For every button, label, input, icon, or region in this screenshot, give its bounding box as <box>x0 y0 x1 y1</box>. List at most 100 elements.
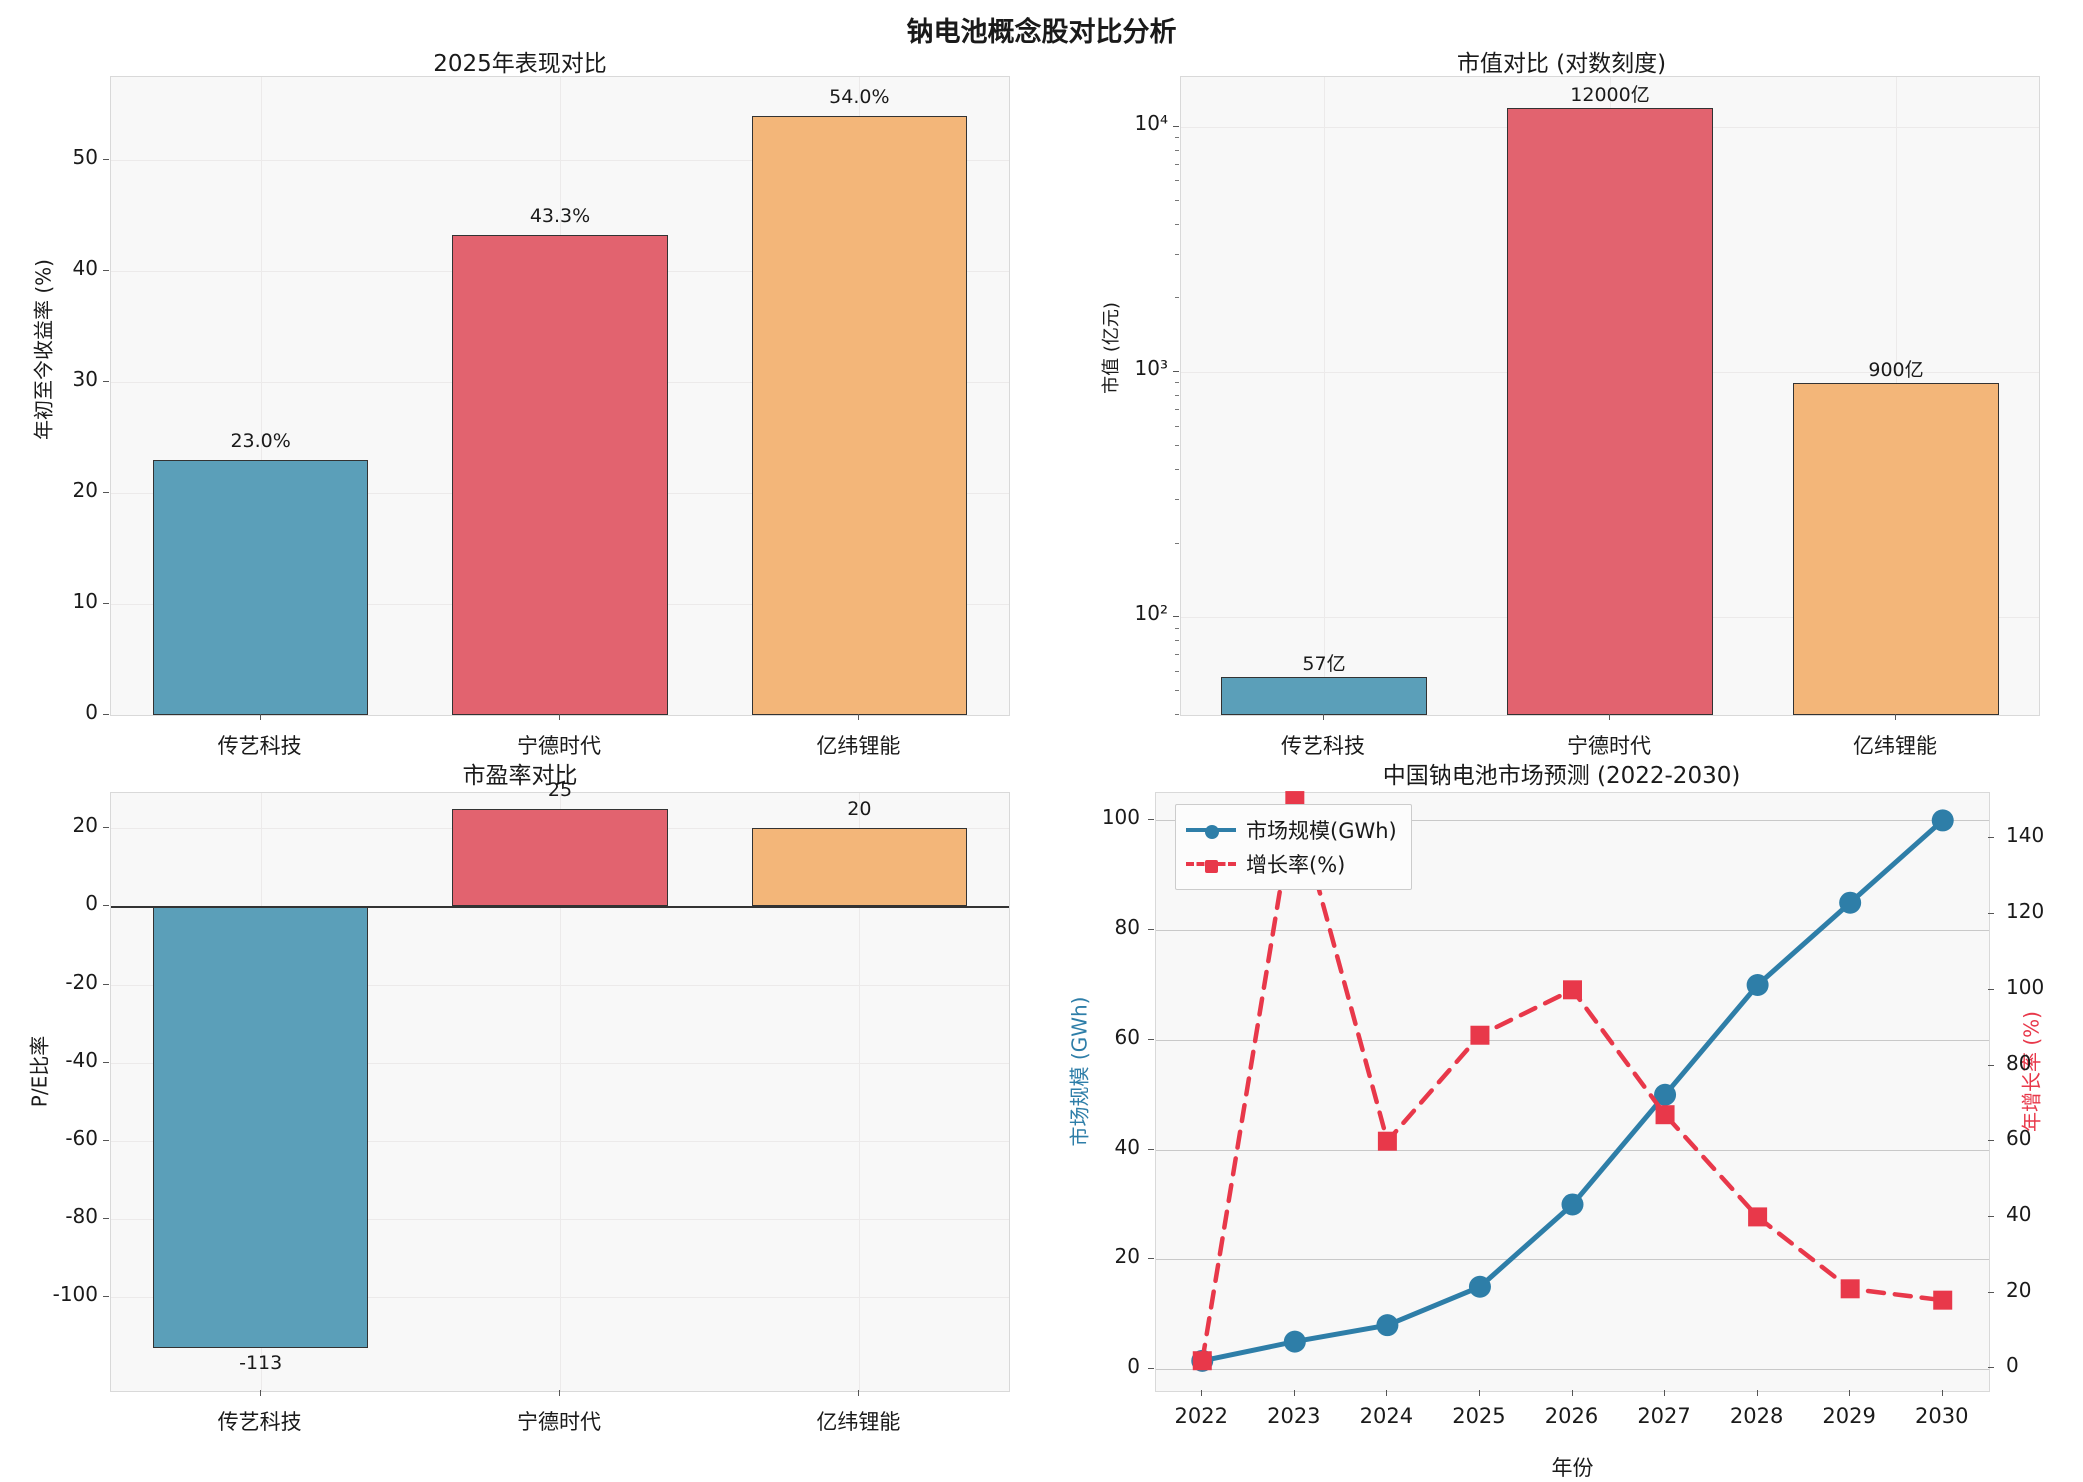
panel-market-forecast-plot <box>1155 791 1990 1392</box>
market-size-line-swatch <box>1186 825 1236 839</box>
y-tick-mark <box>103 159 109 161</box>
y-tick-mark <box>103 983 109 985</box>
panel-ytd-return-title: 2025年表现对比 <box>433 51 607 77</box>
y-tick-mark <box>103 905 109 907</box>
growth-rate-point[interactable] <box>1655 1105 1675 1125</box>
y-tick-label: 20 <box>72 478 98 503</box>
y-tick-label-right: 40 <box>2006 1201 2032 1226</box>
x-tick-label: 2023 <box>1267 1404 1321 1428</box>
gridline <box>1156 1369 1989 1371</box>
legend-item-market-size[interactable]: 市场规模(GWh) <box>1186 813 1397 847</box>
x-tick-label: 宁德时代 <box>517 1410 601 1434</box>
y-tick-label-right: 0 <box>2006 1353 2019 1378</box>
circle-marker-icon <box>1205 825 1219 839</box>
y-tick-label: 20 <box>72 813 98 838</box>
x-tick-label: 2025 <box>1452 1404 1506 1428</box>
y-minor-tick <box>1175 137 1179 139</box>
x-tick-mark <box>259 714 261 720</box>
x-tick-mark <box>1293 1390 1295 1396</box>
market-size-point[interactable] <box>1931 809 1954 832</box>
x-tick-mark <box>259 1390 261 1396</box>
gridline <box>1156 1039 1989 1041</box>
y-tick-mark <box>103 1296 109 1298</box>
legend[interactable]: 市场规模(GWh) 增长率(%) <box>1175 804 1412 890</box>
bar-value-label: 20 <box>847 798 872 821</box>
bar <box>751 115 968 715</box>
y-tick-label: -20 <box>65 969 98 994</box>
y-tick-mark <box>1173 616 1179 618</box>
gridline <box>1156 1149 1989 1151</box>
bar-value-label: 43.3% <box>529 204 591 227</box>
x-tick-label: 2027 <box>1637 1404 1691 1428</box>
x-tick-mark <box>1323 714 1324 720</box>
market-size-point[interactable] <box>1561 1193 1584 1216</box>
x-tick-label: 宁德时代 <box>517 734 601 758</box>
x-tick-mark <box>858 1390 860 1396</box>
x-tick-mark <box>1571 1390 1573 1396</box>
market-size-point[interactable] <box>1283 1330 1306 1353</box>
growth-rate-point[interactable] <box>1933 1290 1953 1310</box>
y-minor-tick <box>1175 199 1179 201</box>
growth-rate-point[interactable] <box>1377 1131 1397 1151</box>
panel-pe-ratio-title: 市盈率对比 <box>462 763 578 789</box>
gridline <box>1156 1259 1989 1261</box>
growth-rate-point[interactable] <box>1192 1351 1212 1371</box>
y-minor-tick <box>1175 654 1179 656</box>
y-tick-label: 10² <box>1134 601 1168 626</box>
y-tick-mark-left <box>1148 1148 1154 1150</box>
x-tick-label: 2029 <box>1822 1404 1876 1428</box>
panel-pe-ratio: 市盈率对比 P/E比率 -113 25 20 20 0 -20 -40 -60 -80 -100… <box>0 752 1040 1479</box>
y-tick-label-left: 20 <box>1114 1244 1140 1269</box>
legend-item-growth-rate[interactable]: 增长率(%) <box>1186 847 1397 881</box>
y-minor-tick <box>1175 425 1179 427</box>
y-tick-mark <box>103 1218 109 1220</box>
y-minor-tick <box>1175 409 1179 411</box>
x-tick-label: 亿纬锂能 <box>816 1410 901 1434</box>
x-tick-label: 亿纬锂能 <box>1853 734 1937 758</box>
y-tick-mark-right <box>1988 1140 1994 1142</box>
y-minor-tick <box>1175 445 1179 447</box>
x-tick-label: 2024 <box>1359 1404 1414 1428</box>
market-size-point[interactable] <box>1654 1083 1677 1106</box>
gridline <box>560 793 561 1391</box>
growth-rate-point[interactable] <box>1470 1025 1490 1045</box>
market-size-line <box>1199 817 1946 1364</box>
y-minor-tick <box>1175 542 1179 544</box>
y-tick-mark <box>103 603 109 605</box>
y-tick-label: 0 <box>85 891 98 916</box>
y-tick-mark <box>103 381 109 383</box>
bar-value-label: 25 <box>547 778 573 801</box>
y-tick-mark-left <box>1148 819 1154 821</box>
growth-rate-point[interactable] <box>1563 980 1582 1000</box>
y-tick-label-left: 100 <box>1101 805 1140 830</box>
y-minor-tick <box>1175 254 1179 256</box>
y-tick-mark <box>1173 371 1179 373</box>
y-tick-label-right: 80 <box>2006 1050 2032 1075</box>
growth-rate-point[interactable] <box>1840 1279 1860 1299</box>
market-size-point[interactable] <box>1746 974 1769 997</box>
y-tick-mark-right <box>1988 1064 1994 1066</box>
y-minor-tick <box>1175 690 1179 692</box>
y-tick-mark <box>1173 126 1179 128</box>
x-tick-label: 2022 <box>1174 1404 1228 1428</box>
growth-rate-line-swatch <box>1186 860 1236 873</box>
y-tick-label: 10³ <box>1134 356 1168 381</box>
x-tick-mark <box>1941 1390 1943 1396</box>
market-size-point[interactable] <box>1376 1314 1399 1337</box>
x-tick-mark <box>1664 1390 1666 1396</box>
y-minor-tick <box>1175 149 1179 151</box>
panel-market-forecast-xlabel: 年份 <box>1551 1456 1594 1480</box>
y-minor-tick <box>1175 180 1179 182</box>
y-tick-mark-left <box>1148 1258 1154 1260</box>
market-size-point[interactable] <box>1839 891 1862 914</box>
y-tick-mark <box>103 492 109 494</box>
bar-value-label: 54.0% <box>829 85 890 108</box>
growth-rate-point[interactable] <box>1748 1207 1768 1227</box>
market-size-point[interactable] <box>1468 1275 1491 1298</box>
y-tick-mark-left <box>1148 929 1154 931</box>
x-tick-label: 亿纬锂能 <box>816 734 901 758</box>
panel-market-cap-ylabel: 市值 (亿元) <box>1101 302 1122 394</box>
panel-market-forecast: 中国钠电池市场预测 (2022-2030) 市场规模 (GWh) 年增长率 (%… <box>1040 752 2083 1480</box>
legend-label-market-size: 市场规模(GWh) <box>1246 819 1397 843</box>
y-tick-mark <box>103 714 109 715</box>
